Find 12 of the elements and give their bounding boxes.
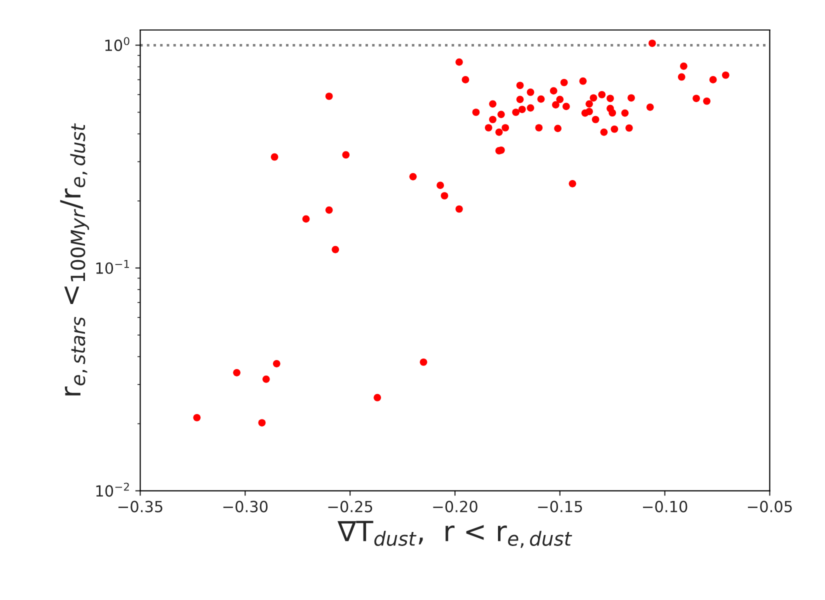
x-tick-label: −0.35 [118, 500, 162, 512]
x-tick-label: −0.20 [433, 500, 478, 512]
y-tick-label: 10$^{0}$ [105, 37, 130, 52]
x-axis-title: ∇T$_{dust}$, r < r$_{e,dust}$ [338, 520, 572, 548]
x-tick-label: −0.15 [538, 500, 582, 512]
x-tick-label: −0.25 [328, 500, 372, 512]
x-tick-label: −0.30 [223, 500, 268, 512]
x-tick-label: −0.10 [643, 500, 688, 512]
x-tick-label: −0.05 [748, 500, 792, 512]
y-tick-label: 10$^{−1}$ [96, 260, 129, 274]
y-tick-label: 10$^{−2}$ [96, 482, 129, 497]
y-axis-title: r$_{e,stars}$ <$_{100Myr}$/r$_{e,dust}$ [60, 123, 90, 396]
